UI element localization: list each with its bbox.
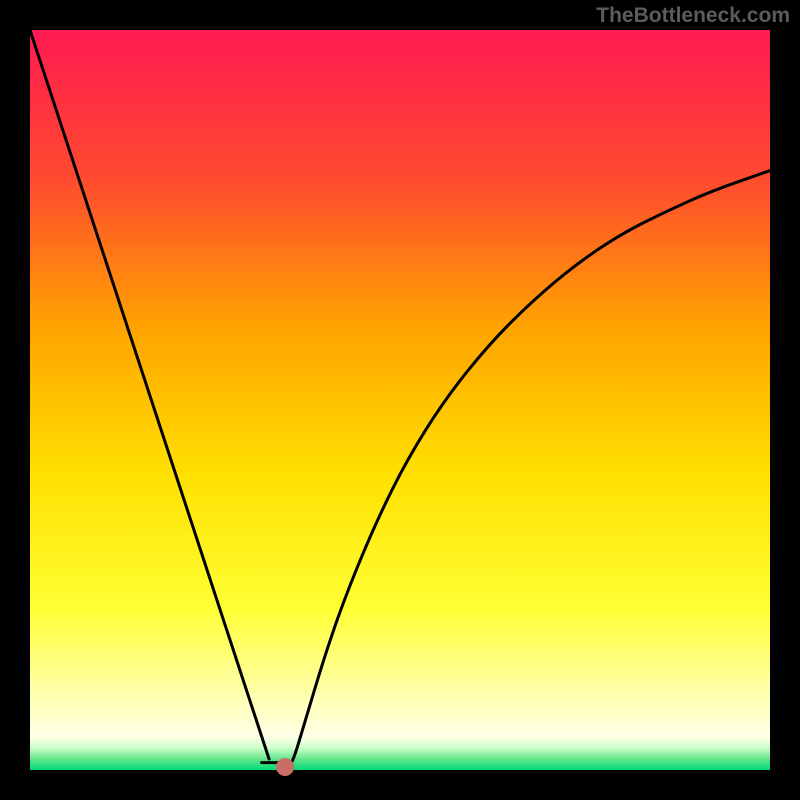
attribution-text: TheBottleneck.com [596, 4, 790, 28]
bottleneck-curve [30, 30, 770, 770]
optimum-marker [276, 758, 294, 776]
plot-area [30, 30, 770, 770]
frame-bottom [0, 770, 800, 800]
frame-right [770, 0, 800, 800]
frame-left [0, 0, 30, 800]
